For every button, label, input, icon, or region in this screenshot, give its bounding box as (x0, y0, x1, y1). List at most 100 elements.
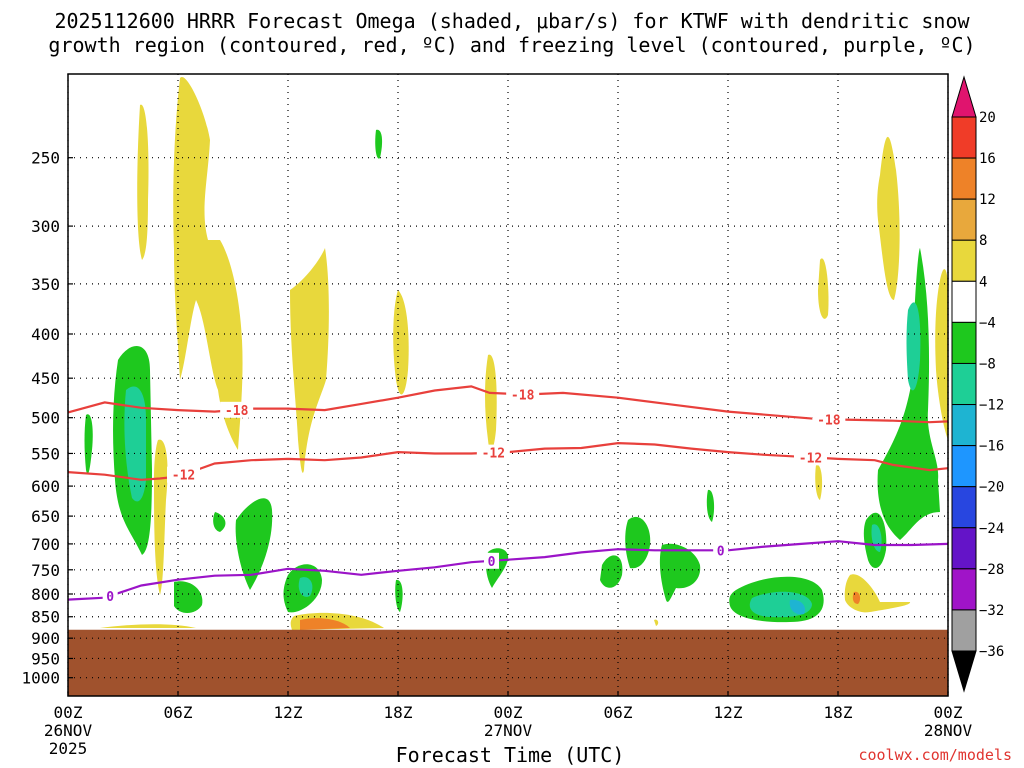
x-tick-label: 12Z (714, 703, 743, 722)
omega-region-green (235, 498, 273, 590)
omega-region-teal (124, 386, 146, 502)
omega-region-green (84, 414, 93, 474)
colorbar-swatch (951, 157, 977, 200)
omega-region-green (375, 129, 383, 159)
colorbar-swatch (951, 239, 977, 282)
contour-label--18: -18 (225, 404, 249, 419)
colorbar-swatch (951, 280, 977, 323)
colorbar-swatch (951, 198, 977, 241)
x-tick-label: 18Z (824, 703, 853, 722)
colorbar-tick-label: −20 (979, 480, 1004, 496)
colorbar-tick-label: −8 (979, 356, 996, 372)
omega-region-green (600, 555, 623, 588)
colorbar-top-arrow (951, 75, 977, 118)
credit-text: coolwx.com/models (858, 746, 1012, 764)
omega-region-yellow (393, 290, 409, 395)
y-tick-label: 500 (31, 409, 60, 428)
colorbar-tick-label: 8 (979, 233, 987, 249)
chart-title-line-1: 2025112600 HRRR Forecast Omega (shaded, … (54, 9, 970, 33)
contour-label-background (220, 401, 254, 418)
contour-label-0: 0 (717, 544, 725, 559)
omega-region-yellow (818, 258, 829, 319)
omega-region-yellow (935, 269, 948, 440)
colorbar-tick-label: −12 (979, 398, 1004, 414)
omega-region-teal (298, 577, 313, 597)
omega-region-green (174, 581, 203, 614)
omega-colorbar: 20 16 12 8 4 −4 −8 −12 −16 −20 −24 −28 −32 −36 (951, 75, 1004, 693)
colorbar-tick-label: −36 (979, 644, 1004, 660)
omega-region-green (625, 516, 651, 569)
colorbar-tick-label: −32 (979, 603, 1004, 619)
colorbar-tick-label: −24 (979, 521, 1004, 537)
y-tick-label: 850 (31, 608, 60, 627)
plot-area: -18 -18 -18 -12 -12 -12 0 0 0 (67, 73, 949, 697)
contour-label--12: -12 (799, 451, 822, 466)
temperature-contours: -18 -18 -18 -12 -12 -12 0 0 0 (67, 385, 949, 605)
x-tick-label: 12Z (274, 703, 303, 722)
colorbar-swatch (951, 568, 977, 611)
y-tick-label: 550 (31, 444, 60, 463)
contour-label-background (713, 542, 729, 559)
colorbar-tick-label: −16 (979, 439, 1004, 455)
colorbar-tick-label: −4 (979, 315, 996, 331)
omega-region-yellow (844, 574, 911, 613)
colorbar-tick-label: 16 (979, 151, 996, 167)
colorbar-tick-label: 4 (979, 274, 987, 290)
x-tick-date: 27NOV (484, 721, 533, 740)
omega-region-yellow (654, 619, 659, 626)
contour-label-background (794, 449, 827, 466)
omega-region-green (877, 248, 940, 540)
contour-label-background (484, 552, 499, 569)
y-tick-label: 300 (31, 217, 60, 236)
omega-region-yellow (815, 464, 823, 500)
colorbar-swatch (951, 445, 977, 488)
x-tick-year: 2025 (49, 739, 88, 758)
pressure-axis: 250 300 350 400 450 500 550 600 650 700 750 800 850 9… (21, 149, 73, 688)
x-tick-date: 26NOV (44, 721, 93, 740)
contour-label--12: -12 (172, 469, 195, 484)
omega-region-green (706, 489, 715, 522)
contour-label-background (476, 444, 510, 461)
omega-region-yellow (173, 76, 243, 450)
contour-line-0 (67, 540, 949, 601)
y-tick-label: 350 (31, 275, 60, 294)
y-tick-label: 1000 (21, 669, 60, 688)
y-tick-label: 650 (31, 507, 60, 526)
contour-label--18: -18 (511, 388, 535, 403)
chart-title-line-2: growth region (contoured, red, ºC) and f… (48, 33, 975, 57)
contour-label-background (102, 587, 118, 604)
colorbar-swatch (951, 527, 977, 570)
colorbar-swatch (951, 609, 977, 652)
contour-label--18: -18 (817, 413, 841, 428)
omega-region-green (659, 543, 701, 602)
omega-region-yellow (290, 248, 329, 473)
omega-region-yellow (877, 136, 900, 300)
x-tick-label: 00Z (494, 703, 523, 722)
colorbar-tick-label: 20 (979, 110, 996, 126)
contour-label-0: 0 (488, 555, 496, 570)
y-tick-label: 900 (31, 629, 60, 648)
contour-label-background (506, 386, 540, 403)
x-tick-label: 06Z (604, 703, 633, 722)
x-tick-label: 00Z (934, 703, 963, 722)
y-tick-label: 250 (31, 149, 60, 168)
x-tick-label: 00Z (54, 703, 83, 722)
colorbar-tick-label: 12 (979, 192, 996, 208)
omega-region-yellow (485, 354, 497, 451)
omega-region-orange (852, 591, 861, 604)
colorbar-tick-label: −28 (979, 562, 1004, 578)
colorbar-swatch (951, 404, 977, 447)
contour-label-0: 0 (106, 590, 114, 605)
colorbar-swatch (951, 486, 977, 529)
colorbar-swatch (951, 321, 977, 364)
y-tick-label: 600 (31, 477, 60, 496)
colorbar-swatch (951, 362, 977, 406)
y-tick-label: 950 (31, 649, 60, 668)
omega-region-yellow (137, 104, 149, 260)
contour-label--12: -12 (482, 447, 505, 462)
colorbar-swatch (951, 116, 977, 159)
contour-label-background (167, 466, 200, 483)
x-tick-label: 06Z (164, 703, 193, 722)
